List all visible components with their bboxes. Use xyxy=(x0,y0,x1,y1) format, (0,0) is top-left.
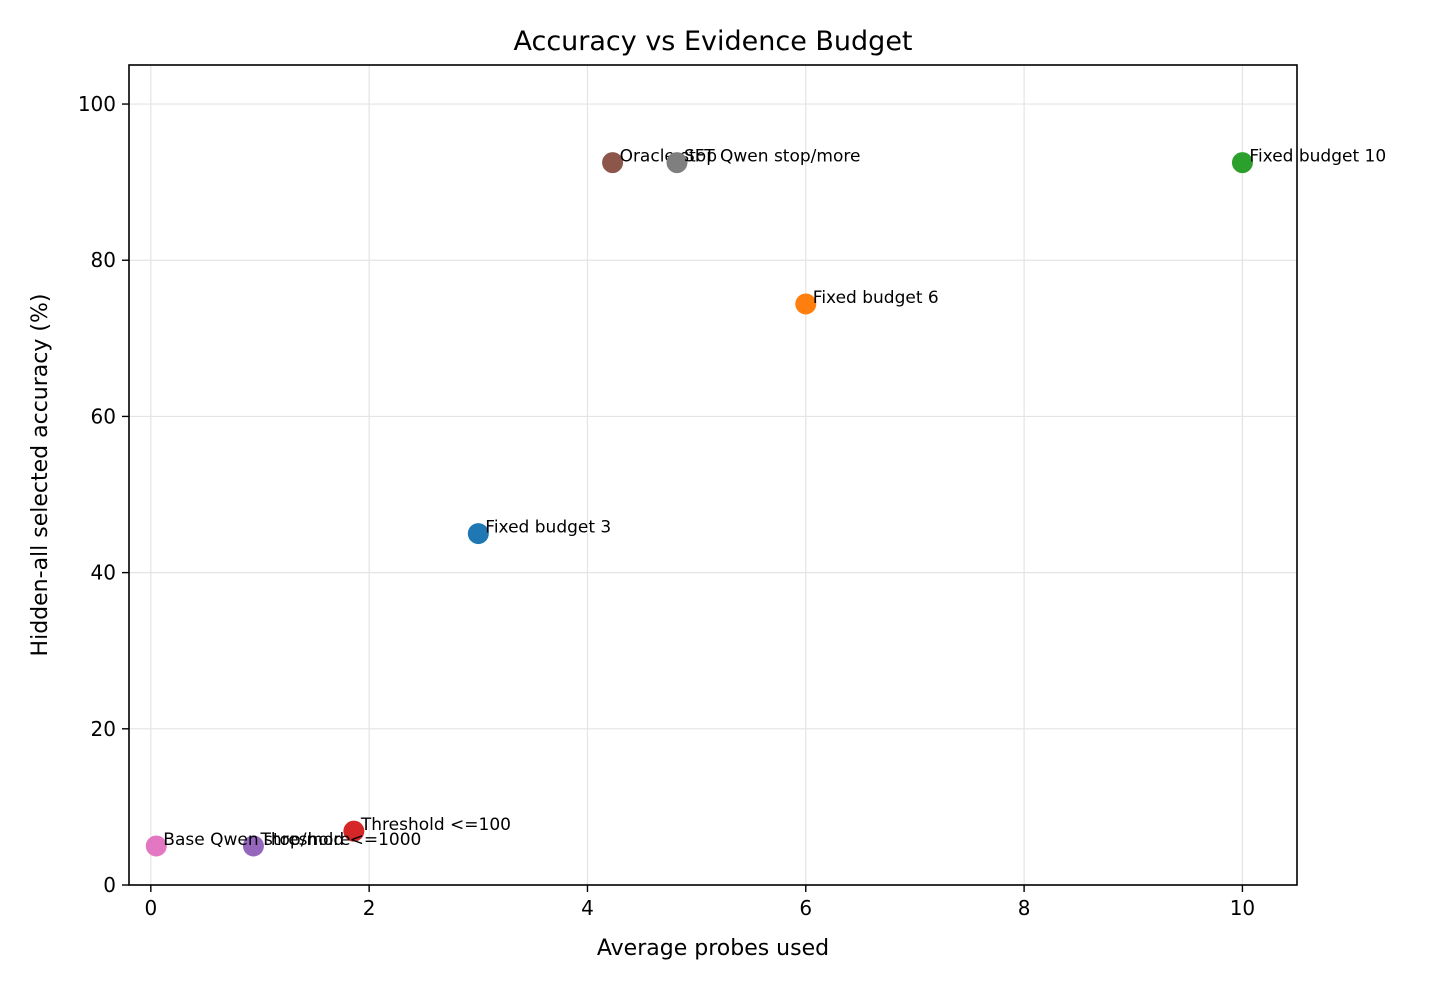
data-point-label: Base Qwen stop/more xyxy=(163,830,350,850)
y-tick-label: 0 xyxy=(103,873,116,897)
y-tick-label: 40 xyxy=(91,561,116,585)
data-point-label: Threshold <=100 xyxy=(360,815,511,835)
data-points: Fixed budget 3 Fixed budget 6 Fixed budget… xyxy=(145,147,1386,857)
data-point xyxy=(145,835,167,857)
grid-lines xyxy=(129,65,1297,886)
data-point xyxy=(242,835,264,857)
data-point xyxy=(666,152,688,174)
data-point-label: SFT Qwen stop/more xyxy=(684,147,860,167)
data-point-label: Fixed budget 3 xyxy=(485,518,611,538)
data-point-label: Fixed budget 10 xyxy=(1249,147,1386,167)
x-tick-label: 4 xyxy=(581,896,594,920)
data-point-label: Fixed budget 6 xyxy=(813,288,939,308)
y-axis-label: Hidden-all selected accuracy (%) xyxy=(28,294,53,657)
x-tick-label: 0 xyxy=(144,896,157,920)
data-point-label: Oracle stop xyxy=(620,147,717,167)
x-tick-label: 8 xyxy=(1018,896,1031,920)
data-point xyxy=(1231,152,1253,174)
y-tick-label: 80 xyxy=(91,248,116,272)
x-tick-label: 10 xyxy=(1230,896,1255,920)
data-point xyxy=(343,820,365,842)
data-point xyxy=(795,293,817,315)
y-tick-label: 20 xyxy=(91,717,116,741)
plot-frame xyxy=(128,64,1298,886)
chart-title: Accuracy vs Evidence Budget xyxy=(513,26,912,57)
data-point-label: Threshold <=1000 xyxy=(259,830,421,850)
y-tick-label: 100 xyxy=(78,92,116,116)
data-point xyxy=(467,523,489,545)
x-tick-label: 2 xyxy=(363,896,376,920)
y-tick-label: 60 xyxy=(91,404,116,428)
x-axis-label: Average probes used xyxy=(597,936,829,961)
data-point xyxy=(602,152,624,174)
x-tick-label: 6 xyxy=(799,896,812,920)
